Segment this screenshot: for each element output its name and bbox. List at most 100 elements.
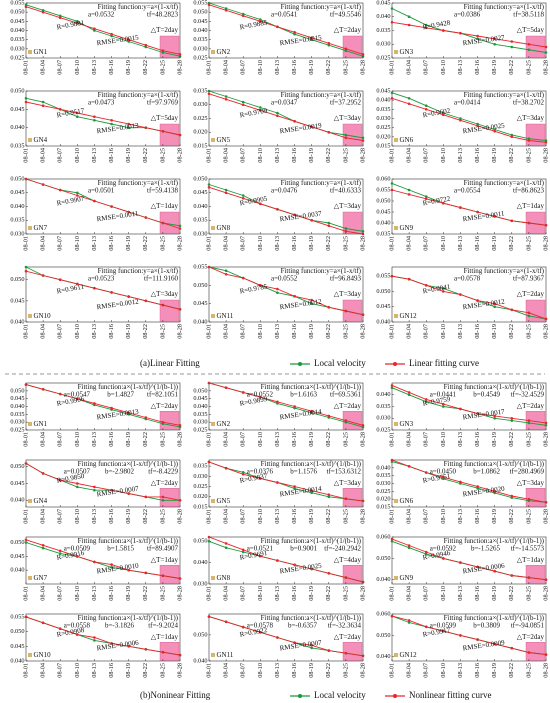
x-tick-label: 08-16 <box>108 236 115 251</box>
y-tick-label: 0.030 <box>193 419 207 426</box>
y-tick-label: 0.040 <box>193 318 207 325</box>
x-tick-label: 08-04 <box>40 662 47 678</box>
y-tick-label: 0.055 <box>193 0 207 6</box>
x-tick-label: 08-13 <box>457 324 464 339</box>
x-tick-label: 08-19 <box>125 586 132 601</box>
fit-param: b=-0.6357 <box>288 622 318 630</box>
fit-param: b=0.4549 <box>473 391 500 399</box>
station-icon <box>211 499 215 503</box>
x-tick-label: 08-10 <box>257 148 264 163</box>
fit-param: b=1.1576 <box>290 468 317 476</box>
x-tick-label: 08-07 <box>423 509 430 524</box>
y-tick-label: 0.015 <box>193 142 207 149</box>
station-label: GN4 <box>34 136 48 144</box>
series-line <box>207 460 365 503</box>
x-tick-label: 08-01 <box>22 236 29 251</box>
station-icon <box>211 226 215 230</box>
x-tick-label: 08-16 <box>474 236 481 251</box>
x-tick-label: 08-10 <box>440 324 447 339</box>
x-tick-label: 08-22 <box>142 324 149 339</box>
y-tick-label: 0.045 <box>10 395 24 402</box>
delta-t-label: △T=3day <box>334 479 362 487</box>
y-tick-label: 0.045 <box>10 297 24 304</box>
fit-param: a=0.0599 <box>430 622 457 630</box>
x-tick-label: 08-10 <box>257 432 264 447</box>
fit-param: b=1.0862 <box>473 468 500 476</box>
x-tick-label: 08-13 <box>274 148 281 163</box>
x-tick-label: 08-04 <box>406 585 413 601</box>
y-tick-label: 0.050 <box>10 87 24 94</box>
x-tick-label: 08-07 <box>423 324 430 339</box>
station-label: GN5 <box>217 497 231 505</box>
x-tick-label: 08-25 <box>525 663 532 678</box>
fit-param: b=-1.5265 <box>471 545 501 553</box>
x-tick-label: 08-28 <box>176 324 183 339</box>
x-tick-label: 08-16 <box>291 60 298 75</box>
y-tick-label: 0.050 <box>376 288 390 295</box>
y-tick-label: 0.040 <box>10 318 24 325</box>
x-tick-label: 08-13 <box>274 432 281 447</box>
y-tick-label: 0.040 <box>193 559 207 566</box>
delta-t-label: △T=5day <box>151 114 179 122</box>
x-tick-label: 08-04 <box>406 235 413 251</box>
x-tick-label: 08-13 <box>91 236 98 251</box>
x-tick-label: 08-16 <box>291 148 298 163</box>
x-tick-label: 08-28 <box>542 586 549 601</box>
x-tick-label: 08-25 <box>342 148 349 163</box>
x-tick-label: 08-07 <box>240 432 247 447</box>
x-tick-label: 08-28 <box>542 324 549 339</box>
delta-t-label: △T=3day <box>517 114 545 122</box>
x-tick-label: 08-22 <box>142 236 149 251</box>
fit-function: Fitting function:y=a×(1-x/tf) <box>98 267 179 275</box>
x-tick-label: 08-01 <box>388 236 395 251</box>
station-label: GN6 <box>400 136 414 144</box>
fit-function: Fitting function:a×(1-x/tf)^(1/(b-1)) <box>444 614 545 622</box>
y-tick-label: 0.035 <box>376 472 390 479</box>
fit-function: Fitting function:y=a×(1-x/tf) <box>281 91 362 99</box>
y-tick-label: 0.030 <box>376 480 390 487</box>
y-tick-label: 0.040 <box>376 318 390 325</box>
x-tick-label: 08-16 <box>108 509 115 524</box>
x-tick-label: 08-25 <box>159 663 166 678</box>
x-tick-label: 08-01 <box>22 60 29 75</box>
y-tick-label: 0.040 <box>193 403 207 410</box>
station-icon <box>28 653 32 657</box>
x-tick-label: 08-16 <box>474 432 481 447</box>
legend-swatch <box>298 694 302 698</box>
fit-param: tf=153.6312 <box>327 468 362 476</box>
x-tick-label: 08-13 <box>274 509 281 524</box>
station-icon <box>394 576 398 580</box>
x-tick-label: 08-16 <box>291 663 298 678</box>
x-tick-label: 08-04 <box>406 508 413 524</box>
station-label: GN11 <box>217 312 234 320</box>
delta-t-label: △T=4day <box>334 556 362 564</box>
x-tick-label: 08-25 <box>342 236 349 251</box>
y-tick-label: 0.030 <box>193 230 207 237</box>
x-tick-label: 08-16 <box>474 586 481 601</box>
x-tick-label: 08-01 <box>388 148 395 163</box>
series-line <box>207 535 365 584</box>
y-tick-label: 0.050 <box>193 175 207 182</box>
x-tick-label: 08-19 <box>125 432 132 447</box>
y-tick-label: 0.030 <box>193 45 207 52</box>
y-tick-label: 0.035 <box>376 230 390 237</box>
y-tick-label: 0.045 <box>376 208 390 215</box>
station-icon <box>211 422 215 426</box>
x-tick-label: 08-25 <box>159 586 166 601</box>
fit-param: tf=59.4138 <box>147 187 178 195</box>
x-tick-label: 08-07 <box>57 509 64 524</box>
fit-param: tf=-32.3634 <box>328 622 362 630</box>
fit-function: Fitting function:y=a×(1-x/tf) <box>464 267 545 275</box>
y-tick-label: 0.030 <box>10 230 24 237</box>
x-tick-label: 08-13 <box>91 586 98 601</box>
station-label: GN2 <box>217 420 231 428</box>
x-tick-label: 08-04 <box>40 59 47 75</box>
x-tick-label: 08-22 <box>142 148 149 163</box>
y-tick-label: 0.045 <box>10 18 24 25</box>
series-line <box>390 97 548 144</box>
x-tick-label: 08-22 <box>325 432 332 447</box>
fit-param: tf=-8.4229 <box>148 468 178 476</box>
x-tick-label: 08-07 <box>240 324 247 339</box>
fit-param: a=0.0547 <box>64 391 91 399</box>
